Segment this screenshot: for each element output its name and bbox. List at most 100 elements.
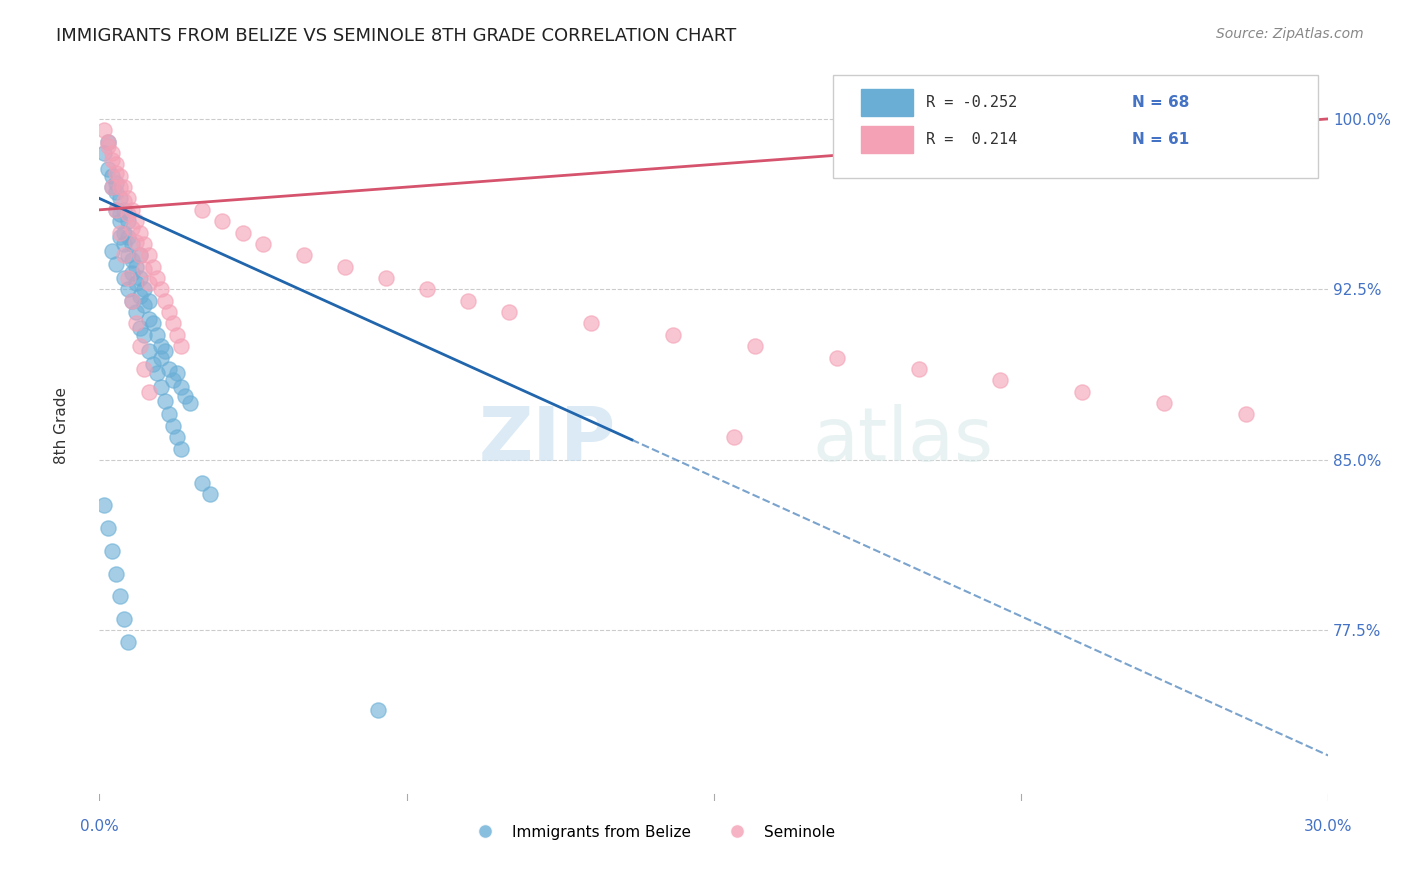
Point [93, 146, 115, 161]
Point [121, 293, 143, 308]
Point [108, 226, 131, 240]
Point [112, 180, 135, 194]
Point [174, 389, 197, 403]
Point [112, 226, 135, 240]
Point [125, 235, 148, 249]
Point [153, 393, 176, 408]
Point [166, 430, 188, 444]
Point [579, 317, 602, 331]
Point [134, 298, 156, 312]
Point [142, 317, 165, 331]
Point [211, 214, 233, 228]
Point [138, 343, 160, 358]
Text: 0.0%: 0.0% [80, 819, 118, 834]
Point [104, 202, 127, 217]
Point [198, 487, 221, 501]
Point [117, 271, 139, 285]
Point [129, 289, 152, 303]
Point [744, 339, 766, 353]
Point [191, 475, 214, 490]
Point [129, 248, 152, 262]
Legend: Immigrants from Belize, Seminole: Immigrants from Belize, Seminole [463, 819, 842, 846]
Point [129, 248, 152, 262]
Point [104, 185, 127, 199]
Point [100, 244, 122, 258]
Point [112, 236, 135, 251]
Point [145, 327, 167, 342]
Point [129, 321, 152, 335]
Text: 30.0%: 30.0% [1303, 819, 1353, 834]
Point [100, 169, 122, 183]
Point [170, 339, 193, 353]
Point [112, 248, 135, 262]
Point [138, 276, 160, 290]
Text: R = -0.252: R = -0.252 [927, 95, 1018, 110]
Point [170, 380, 193, 394]
Point [104, 257, 127, 271]
Point [179, 396, 201, 410]
FancyBboxPatch shape [862, 89, 912, 116]
Text: 8th Grade: 8th Grade [53, 387, 69, 464]
Text: atlas: atlas [813, 404, 993, 477]
Point [121, 236, 143, 251]
Point [162, 418, 184, 433]
Point [138, 312, 160, 326]
Point [117, 214, 139, 228]
Point [149, 282, 172, 296]
Point [375, 271, 398, 285]
Point [457, 293, 479, 308]
Text: R =  0.214: R = 0.214 [927, 132, 1018, 147]
Point [134, 261, 156, 276]
Point [990, 373, 1012, 387]
Point [112, 271, 135, 285]
Point [100, 544, 122, 558]
Point [108, 191, 131, 205]
Point [153, 343, 176, 358]
Point [134, 327, 156, 342]
Point [108, 214, 131, 228]
Point [138, 248, 160, 262]
Point [121, 293, 143, 308]
Point [108, 230, 131, 244]
Point [112, 202, 135, 217]
Point [149, 351, 172, 365]
Point [93, 499, 115, 513]
Point [825, 351, 848, 365]
Point [121, 252, 143, 267]
Text: IMMIGRANTS FROM BELIZE VS SEMINOLE 8TH GRADE CORRELATION CHART: IMMIGRANTS FROM BELIZE VS SEMINOLE 8TH G… [56, 27, 737, 45]
Point [117, 191, 139, 205]
Point [125, 260, 148, 274]
Point [112, 612, 135, 626]
Point [108, 180, 131, 194]
Point [662, 327, 685, 342]
Point [367, 703, 389, 717]
Point [121, 221, 143, 235]
Point [125, 317, 148, 331]
Point [93, 123, 115, 137]
Point [97, 161, 120, 176]
Point [125, 305, 148, 319]
Point [149, 339, 172, 353]
Point [100, 146, 122, 161]
FancyBboxPatch shape [832, 75, 1319, 178]
FancyBboxPatch shape [862, 127, 912, 153]
Point [121, 267, 143, 281]
Point [166, 327, 188, 342]
Point [125, 214, 148, 228]
Point [723, 430, 745, 444]
Point [232, 226, 254, 240]
Point [125, 276, 148, 290]
Point [97, 139, 120, 153]
Point [145, 271, 167, 285]
Point [170, 442, 193, 456]
Point [129, 271, 152, 285]
Point [142, 358, 165, 372]
Point [108, 169, 131, 183]
Point [134, 362, 156, 376]
Point [100, 153, 122, 167]
Point [134, 236, 156, 251]
Point [166, 367, 188, 381]
Point [416, 282, 439, 296]
Point [162, 317, 184, 331]
Point [153, 293, 176, 308]
